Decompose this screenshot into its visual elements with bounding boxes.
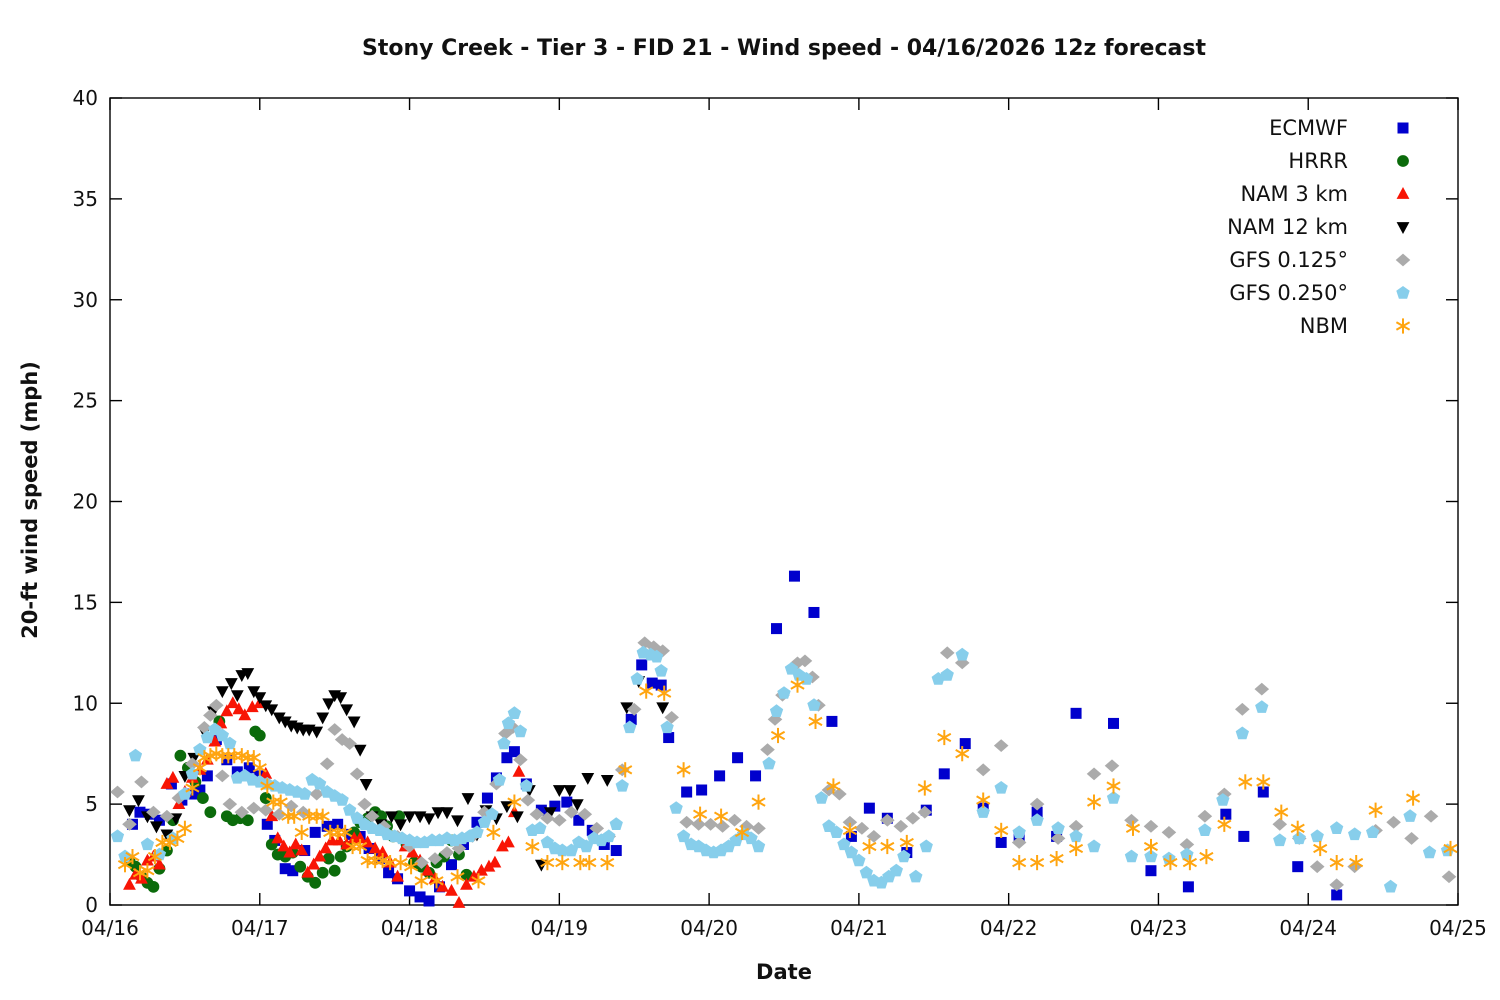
series-gfs0250 (110, 645, 1455, 893)
x-axis-label: Date (756, 960, 812, 984)
legend-label-gfs0250: GFS 0.250° (1229, 281, 1348, 305)
x-tick-label: 04/25 (1429, 916, 1487, 940)
legend-label-nam12: NAM 12 km (1227, 215, 1348, 239)
y-tick-label: 5 (85, 792, 98, 816)
y-tick-label: 30 (73, 288, 98, 312)
legend-label-ecmwf: ECMWF (1269, 116, 1348, 140)
y-tick-label: 25 (73, 389, 98, 413)
chart-title: Stony Creek - Tier 3 - FID 21 - Wind spe… (362, 36, 1206, 61)
series-ecmwf (126, 570, 1343, 907)
y-tick-label: 35 (73, 187, 98, 211)
legend-marker-nam12 (1396, 222, 1410, 234)
legend-marker-nbm (1395, 318, 1411, 334)
y-tick-label: 40 (73, 86, 98, 110)
y-tick-label: 10 (73, 691, 98, 715)
series-nbm (117, 677, 1458, 889)
legend: ECMWF HRRR NAM 3 km NAM 12 km GFS 0.125° GFS … (1227, 116, 1411, 338)
legend-label-gfs0125: GFS 0.125° (1229, 248, 1348, 272)
series-gfs0125 (110, 636, 1457, 892)
x-tick-label: 04/22 (980, 916, 1038, 940)
legend-marker-gfs0125 (1395, 253, 1411, 267)
plot-frame (109, 97, 1459, 906)
x-tick-label: 04/24 (1279, 916, 1337, 940)
legend-marker-gfs0250 (1396, 286, 1410, 299)
x-tick-label: 04/21 (830, 916, 888, 940)
legend-marker-nam3 (1396, 187, 1410, 199)
x-tick-label: 04/16 (81, 916, 139, 940)
legend-label-hrrr: HRRR (1288, 149, 1348, 173)
x-tick-label: 04/23 (1130, 916, 1188, 940)
x-tick-label: 04/18 (381, 916, 439, 940)
legend-marker-hrrr (1397, 155, 1409, 167)
y-tick-label: 20 (73, 490, 98, 514)
y-tick-label: 15 (73, 590, 98, 614)
legend-marker-ecmwf (1397, 122, 1409, 134)
legend-label-nam3: NAM 3 km (1240, 182, 1348, 206)
x-tick-label: 04/20 (680, 916, 738, 940)
x-tick-label: 04/19 (531, 916, 589, 940)
legend-label-nbm: NBM (1300, 314, 1348, 338)
x-tick-label: 04/17 (231, 916, 289, 940)
y-tick-label: 0 (85, 893, 98, 917)
